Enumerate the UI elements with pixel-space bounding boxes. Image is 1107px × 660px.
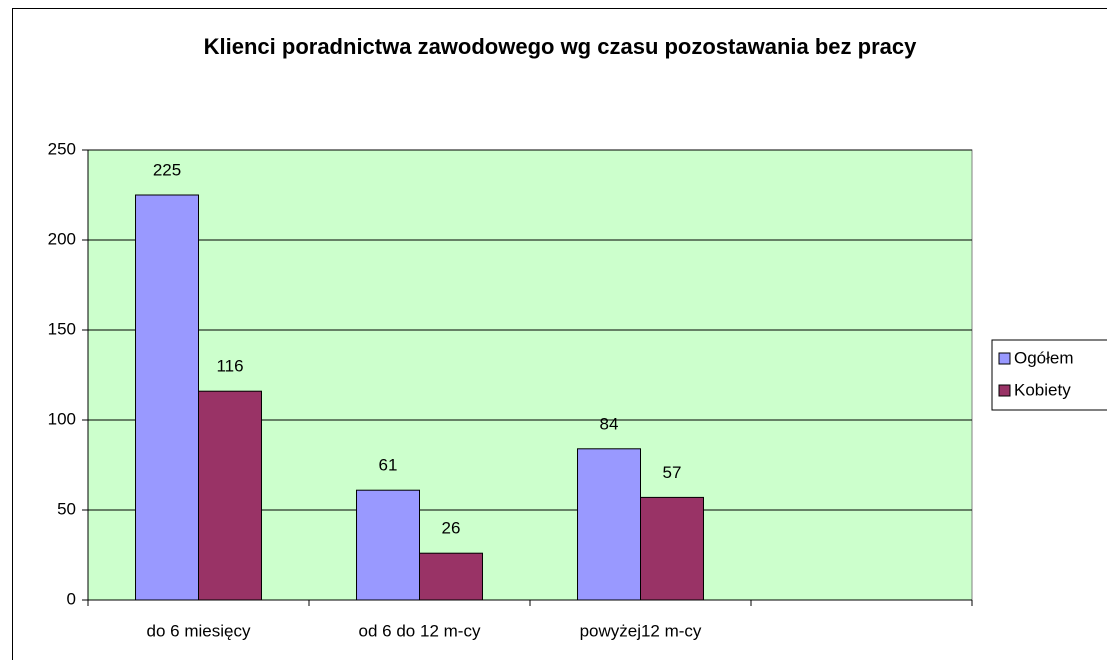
chart-title: Klienci poradnictwa zawodowego wg czasu … [203, 34, 917, 59]
x-tick-label: powyżej12 m-cy [580, 621, 702, 640]
legend-label: Kobiety [1014, 380, 1071, 399]
bar [640, 496, 704, 601]
y-tick-label: 150 [48, 319, 76, 338]
legend-label: Ogółem [1014, 348, 1074, 367]
data-label: 116 [216, 357, 243, 376]
y-tick-label: 200 [48, 229, 76, 248]
legend-swatch [998, 384, 1011, 397]
y-tick-label: 0 [67, 589, 76, 608]
data-label: 84 [600, 414, 619, 433]
bar [577, 448, 642, 601]
bar [356, 489, 421, 601]
legend-box [991, 339, 1107, 411]
bar [198, 390, 262, 601]
bar [135, 194, 199, 601]
data-label: 225 [153, 160, 181, 179]
data-label: 26 [442, 519, 461, 538]
y-tick-label: 250 [48, 139, 76, 158]
bar [419, 552, 483, 601]
legend-swatch [998, 352, 1011, 365]
data-label: 61 [379, 456, 398, 475]
x-tick-label: do 6 miesięcy [147, 621, 251, 640]
y-tick-label: 100 [48, 409, 76, 428]
x-tick-label: od 6 do 12 m-cy [359, 621, 481, 640]
y-tick-label: 50 [57, 499, 76, 518]
data-label: 57 [663, 463, 682, 482]
